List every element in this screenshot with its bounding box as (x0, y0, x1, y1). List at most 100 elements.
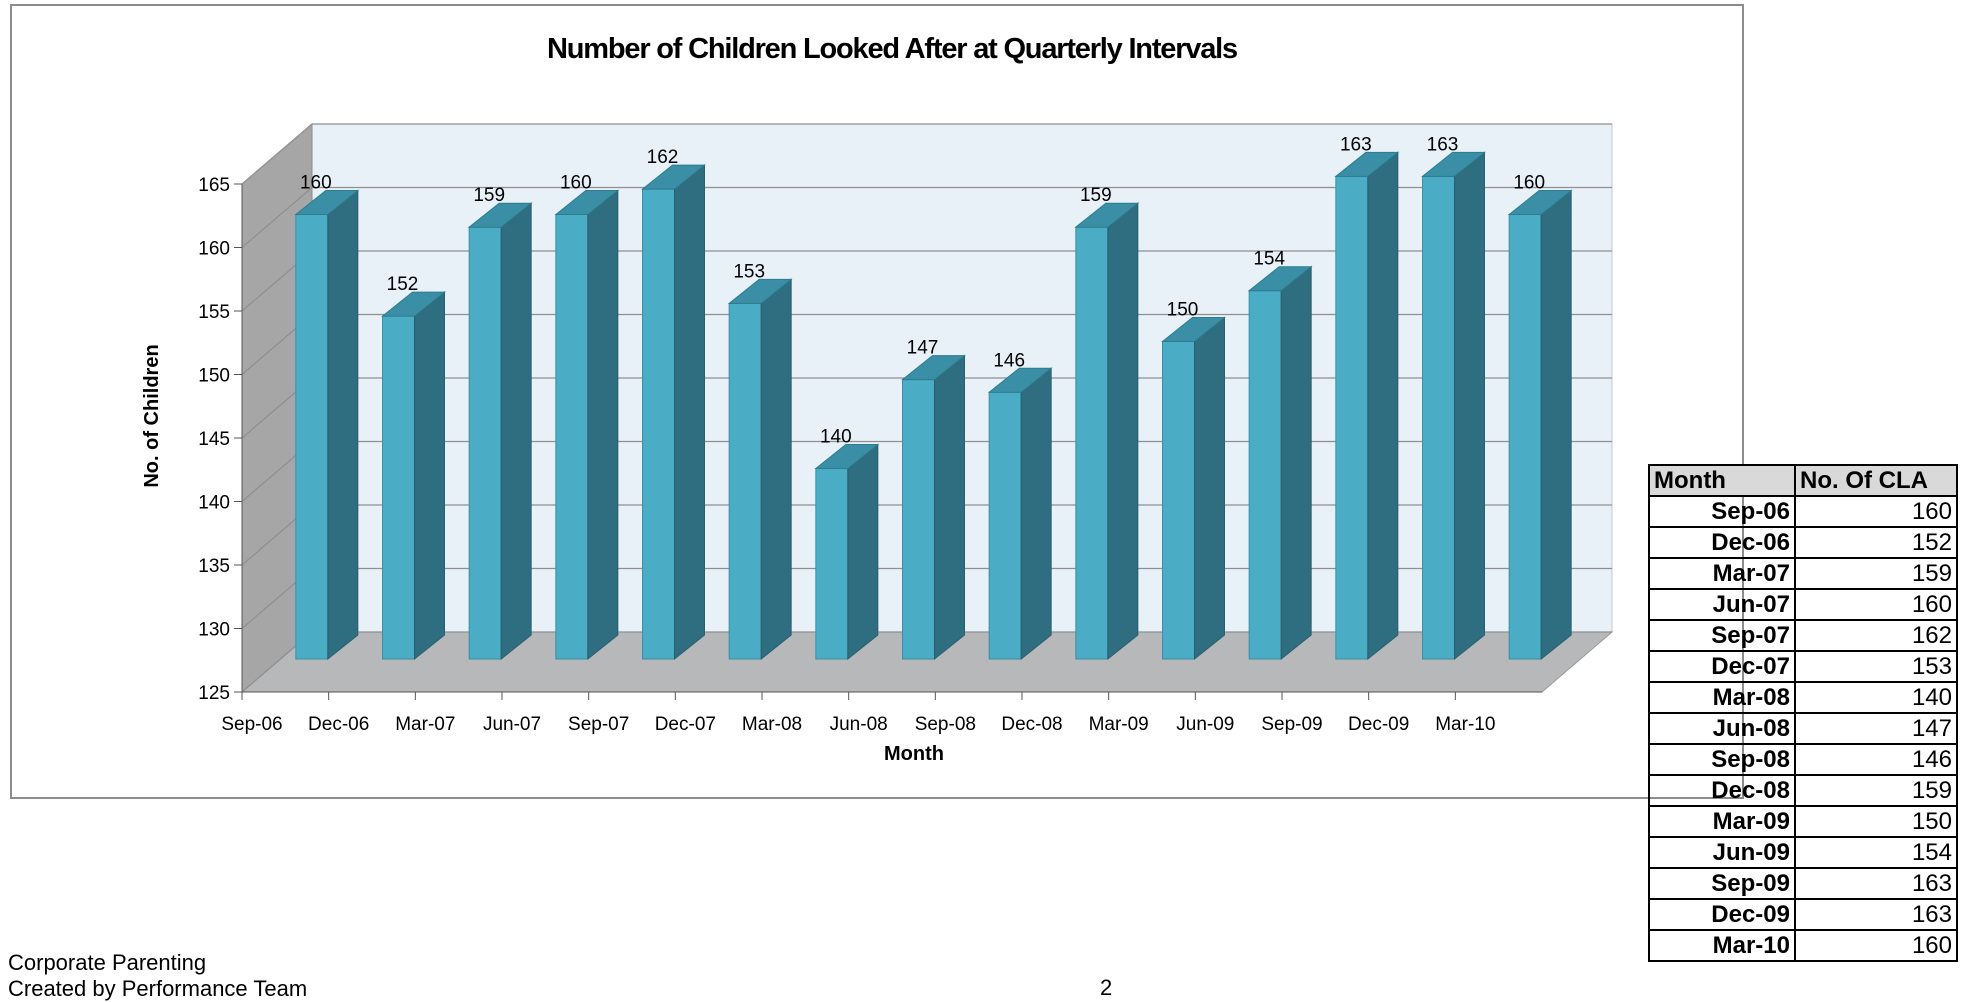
footer-line-1: Corporate Parenting (8, 950, 207, 975)
table-cell-count: 163 (1794, 898, 1958, 931)
data-label: 150 (1167, 300, 1199, 321)
bar (381, 291, 446, 661)
bar-front (902, 379, 935, 660)
x-axis-label: Month (884, 743, 944, 765)
table-row: Jun-09 154 (1648, 836, 1958, 869)
table-cell-month: Dec-06 (1648, 526, 1796, 559)
table-row: Sep-08 146 (1648, 743, 1958, 776)
bar-front (295, 214, 329, 660)
bar-top (381, 291, 446, 317)
table-cell-count: 153 (1794, 650, 1958, 683)
table-row: Dec-09 163 (1648, 898, 1958, 931)
table-row: Jun-08 147 (1648, 712, 1958, 745)
bar-side (760, 278, 792, 661)
x-tick-label: Jun-07 (483, 714, 541, 735)
table-cell-count: 159 (1794, 774, 1958, 807)
bar-front (1422, 175, 1455, 660)
x-tick-label: Sep-07 (568, 714, 629, 735)
table-cell-month: Sep-09 (1648, 867, 1796, 900)
bar (1421, 151, 1486, 661)
data-label: 162 (647, 147, 679, 168)
table-cell-month: Mar-10 (1648, 929, 1796, 962)
bar-top (814, 444, 880, 469)
table-row: Sep-07 162 (1648, 619, 1958, 652)
y-tick-label: 125 (198, 683, 230, 704)
bar-front (1508, 214, 1542, 660)
data-label: 153 (733, 261, 765, 282)
table-row: Mar-07 159 (1648, 557, 1958, 590)
y-tick-label: 165 (198, 175, 230, 196)
table-cell-count: 152 (1794, 526, 1958, 559)
table-cell-count: 163 (1794, 867, 1958, 900)
bar-top (727, 278, 793, 304)
x-tick-label: Sep-09 (1261, 714, 1322, 735)
bar-front (815, 468, 849, 660)
bar-front (1162, 341, 1195, 660)
bar (987, 367, 1053, 661)
x-tick-label: Sep-06 (221, 714, 282, 735)
data-label: 160 (300, 173, 332, 194)
bar-front (468, 226, 502, 660)
bar (1074, 202, 1140, 661)
table-cell-month: Dec-07 (1648, 650, 1796, 683)
bar-front (988, 391, 1022, 660)
table-cell-count: 160 (1794, 929, 1958, 962)
y-tick-label: 130 (198, 620, 230, 641)
x-tick-label: Sep-08 (915, 714, 976, 735)
y-tick-label: 135 (198, 556, 230, 577)
bar (294, 189, 360, 661)
bar-side (327, 189, 359, 661)
table-row: Dec-07 153 (1648, 650, 1958, 683)
table-cell-count: 159 (1794, 557, 1958, 590)
table-cell-month: Jun-08 (1648, 712, 1796, 745)
bar-front (555, 214, 589, 660)
table-cell-count: 147 (1794, 712, 1958, 745)
bar-side (674, 164, 705, 661)
bar-top (1247, 266, 1313, 292)
x-tick-label: Mar-08 (742, 714, 802, 735)
table-cell-month: Mar-09 (1648, 805, 1796, 838)
x-tick-label: Dec-07 (655, 714, 716, 735)
bar (901, 354, 966, 661)
bar-side (587, 189, 619, 661)
x-tick-label: Dec-06 (308, 714, 369, 735)
x-tick-label: Mar-09 (1089, 714, 1149, 735)
bar-side (1107, 202, 1139, 661)
y-tick-label: 160 (198, 239, 230, 260)
data-label: 146 (993, 350, 1025, 371)
table-cell-count: 140 (1794, 681, 1958, 714)
bar-side (500, 202, 532, 661)
x-tick-label: Jun-08 (830, 714, 888, 735)
bar (641, 164, 706, 661)
gridline (241, 123, 1612, 185)
table-cell-count: 160 (1794, 588, 1958, 621)
y-axis-label: No. of Children (141, 344, 163, 487)
table-row: Mar-09 150 (1648, 805, 1958, 838)
bar (554, 189, 620, 661)
bar-top (987, 367, 1053, 393)
bar-front (728, 302, 762, 660)
bar (1247, 265, 1313, 661)
data-table-wrapper: Month No. Of CLA Sep-06 160 Dec-06 152 Mar-0… (1648, 464, 1958, 962)
bar-chart: 125 130 135 140 145 150 155 160 165 160 152 159 160… (141, 33, 1614, 765)
table-row: Jun-07 160 (1648, 588, 1958, 621)
table-header-month: Month (1648, 464, 1796, 497)
y-tick-label: 140 (198, 493, 230, 514)
data-label: 159 (473, 185, 505, 206)
bar-front (382, 315, 415, 660)
bar-top (1507, 190, 1573, 215)
data-table: Month No. Of CLA Sep-06 160 Dec-06 152 Mar-0… (1648, 464, 1958, 962)
bar-side (934, 354, 965, 661)
bar (1334, 151, 1400, 661)
gridline (241, 186, 1612, 248)
table-cell-count: 150 (1794, 805, 1958, 838)
x-tick-label: Dec-08 (1001, 714, 1062, 735)
page-number: 2 (1100, 975, 1113, 1000)
table-cell-month: Jun-07 (1648, 588, 1796, 621)
bar-top (901, 355, 966, 381)
data-label: 163 (1427, 134, 1459, 155)
table-cell-month: Jun-09 (1648, 836, 1796, 869)
data-label: 159 (1080, 185, 1112, 206)
bar-side (1020, 367, 1052, 661)
table-cell-month: Sep-07 (1648, 619, 1796, 652)
